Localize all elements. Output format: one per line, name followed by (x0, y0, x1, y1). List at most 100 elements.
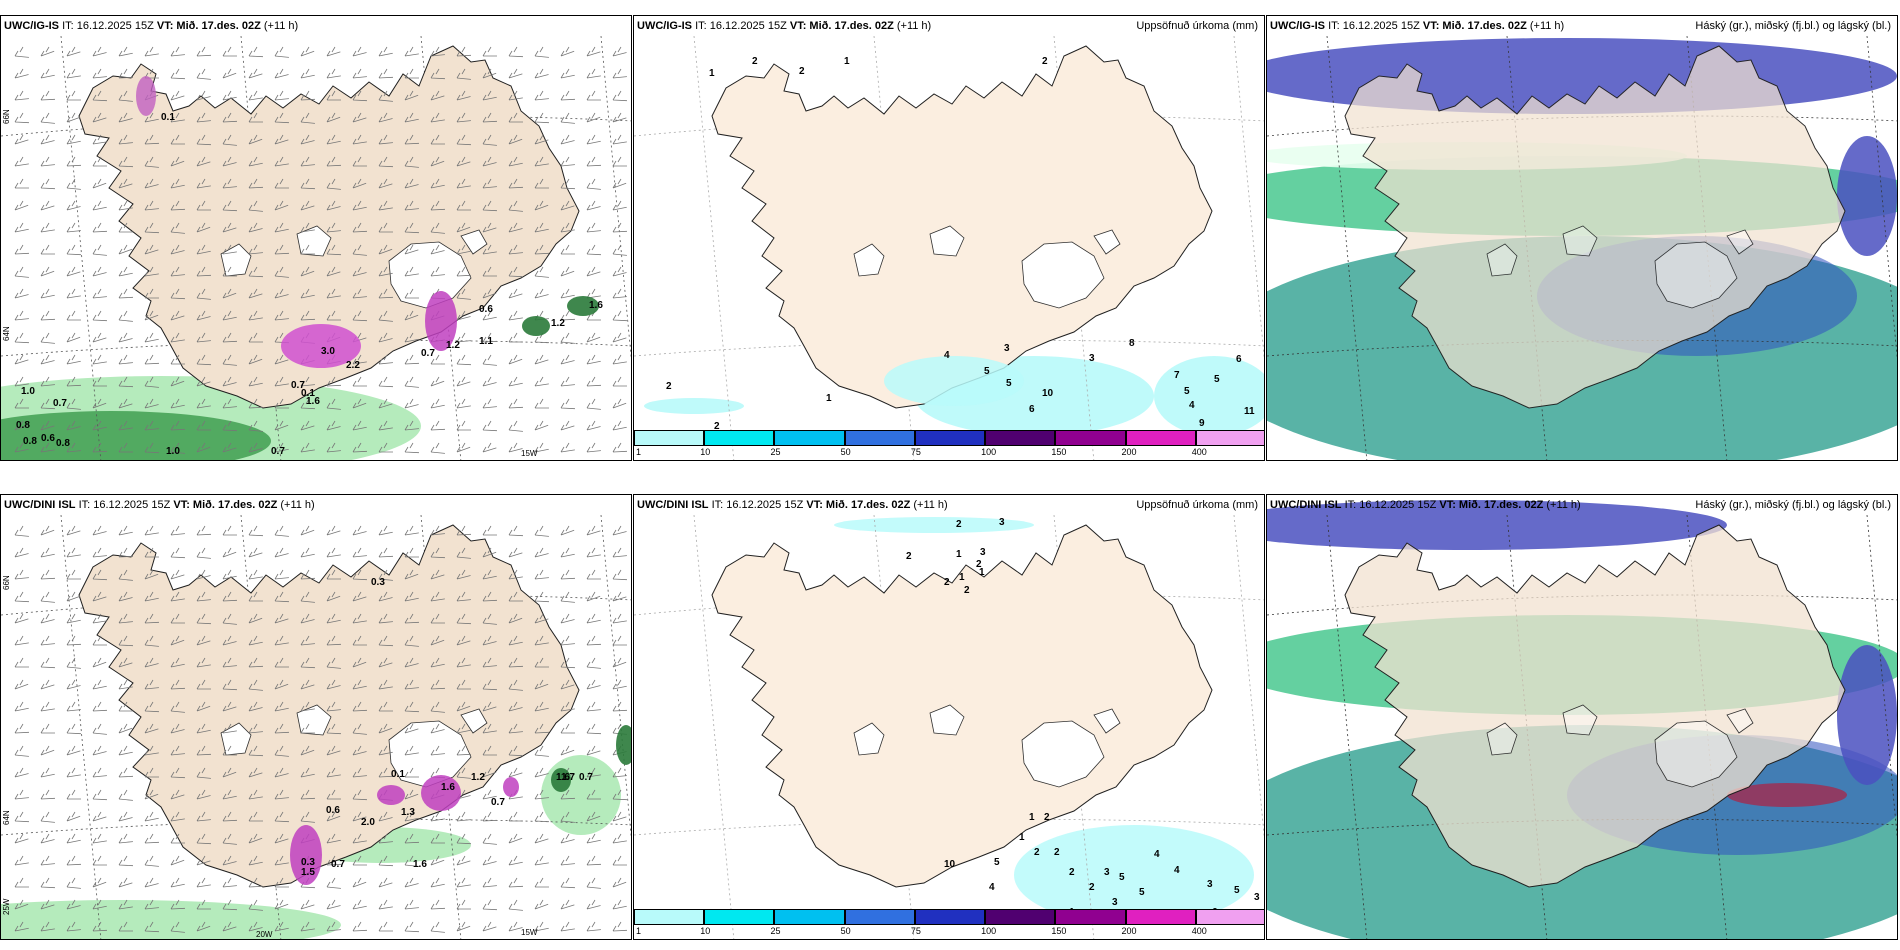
wind-barb (430, 701, 445, 713)
wind-barb (456, 811, 471, 822)
wind-barb (404, 767, 419, 778)
wind-barb (404, 635, 419, 647)
wind-barb (404, 657, 419, 668)
wind-barb (40, 288, 55, 299)
wind-barb (92, 266, 107, 277)
wind-barb (170, 679, 186, 690)
contour-value-label: 1 (844, 56, 850, 67)
wind-barb (170, 525, 185, 536)
wind-barb (118, 833, 133, 844)
lon-label: 15W (521, 449, 538, 458)
wind-barb (14, 420, 29, 431)
wind-barb (586, 46, 601, 57)
wind-barb (456, 547, 471, 559)
wind-barb (326, 68, 341, 79)
precip-cell-magenta (136, 76, 156, 116)
wind-barb (430, 591, 445, 602)
wind-barb (456, 591, 471, 602)
wind-barb (40, 921, 55, 932)
wind-barb (170, 811, 185, 822)
wind-barb (352, 222, 368, 233)
contour-value-label: 0.7 (53, 398, 67, 409)
wind-barb (612, 855, 627, 866)
wind-barb (66, 657, 81, 669)
wind-barb (560, 569, 576, 580)
wind-barb (118, 635, 134, 647)
wind-barb (300, 244, 315, 255)
wind-barb (560, 701, 575, 712)
wind-barb (300, 288, 315, 299)
wind-barb (144, 811, 159, 822)
wind-barb (352, 833, 367, 844)
wind-barb (404, 310, 419, 321)
wind-barb (300, 811, 315, 823)
wind-barb (534, 701, 549, 712)
wind-barb (586, 745, 601, 756)
wind-barb (144, 855, 159, 867)
wind-barb (66, 222, 81, 233)
colorbar-tick-label: 1 (636, 926, 642, 936)
wind-barb (144, 156, 159, 168)
wind-barb (378, 855, 394, 867)
contour-value-label: 0.7 (421, 348, 435, 359)
wind-barb (170, 134, 185, 145)
wind-barb (378, 222, 393, 233)
wind-barb (144, 200, 159, 211)
wind-barb (118, 178, 133, 189)
meridian-line (60, 514, 102, 939)
panel-header: UWC/IG-IS IT: 16.12.2025 15Z VT: Mið. 17… (637, 20, 1258, 34)
wind-barb (248, 266, 264, 278)
wind-barb (482, 877, 497, 888)
wind-barb (352, 68, 367, 79)
wind-barb (274, 156, 289, 167)
contour-value-label: 0.8 (23, 436, 37, 447)
meridian-line (1326, 35, 1368, 460)
lon-label: 25W (2, 898, 11, 915)
wind-barb (378, 112, 393, 123)
wind-barb (534, 420, 549, 431)
wind-barb (482, 222, 497, 233)
wind-barb (274, 90, 289, 101)
wind-barb (352, 178, 367, 189)
wind-barb (404, 420, 419, 431)
wind-barb (378, 899, 393, 910)
wind-barb (326, 134, 341, 145)
contour-value-label: 1.2 (446, 340, 460, 351)
wind-barb (66, 266, 81, 277)
wind-barb (612, 547, 627, 558)
wind-barb (118, 90, 133, 102)
meridian-line (1866, 35, 1897, 360)
wind-barb (534, 591, 550, 603)
wind-barb (274, 354, 289, 365)
wind-barb (170, 921, 185, 933)
wind-barb (92, 112, 107, 123)
wind-barb (118, 222, 133, 233)
contour-value-label: 1.2 (551, 318, 565, 329)
contour-value-label: 0.1 (391, 769, 405, 780)
wind-barb (196, 332, 211, 343)
wind-barb (274, 134, 289, 145)
wind-barb (456, 767, 471, 779)
wind-barb (40, 877, 56, 889)
wind-barb (534, 222, 549, 233)
wind-barb (404, 178, 419, 189)
iceland-coastline (1344, 524, 1846, 888)
wind-barb (378, 288, 394, 299)
wind-barb (430, 723, 445, 734)
glacier-outline (1021, 720, 1105, 788)
wind-barb (508, 46, 524, 58)
wind-barb (248, 723, 263, 734)
vt-label: VT: (1439, 499, 1456, 511)
wind-barb (612, 569, 628, 581)
wind-barb (274, 266, 289, 278)
contour-value-label: 3 (1254, 892, 1260, 903)
wind-barb (170, 723, 185, 734)
wind-barb (248, 68, 263, 79)
wind-barb (248, 833, 263, 844)
colorbar-swatch (704, 430, 775, 446)
wind-barb (508, 68, 523, 79)
wind-barb (118, 288, 134, 299)
wind-barb (482, 723, 497, 734)
wind-barb (326, 855, 342, 866)
wind-barb (92, 134, 107, 145)
